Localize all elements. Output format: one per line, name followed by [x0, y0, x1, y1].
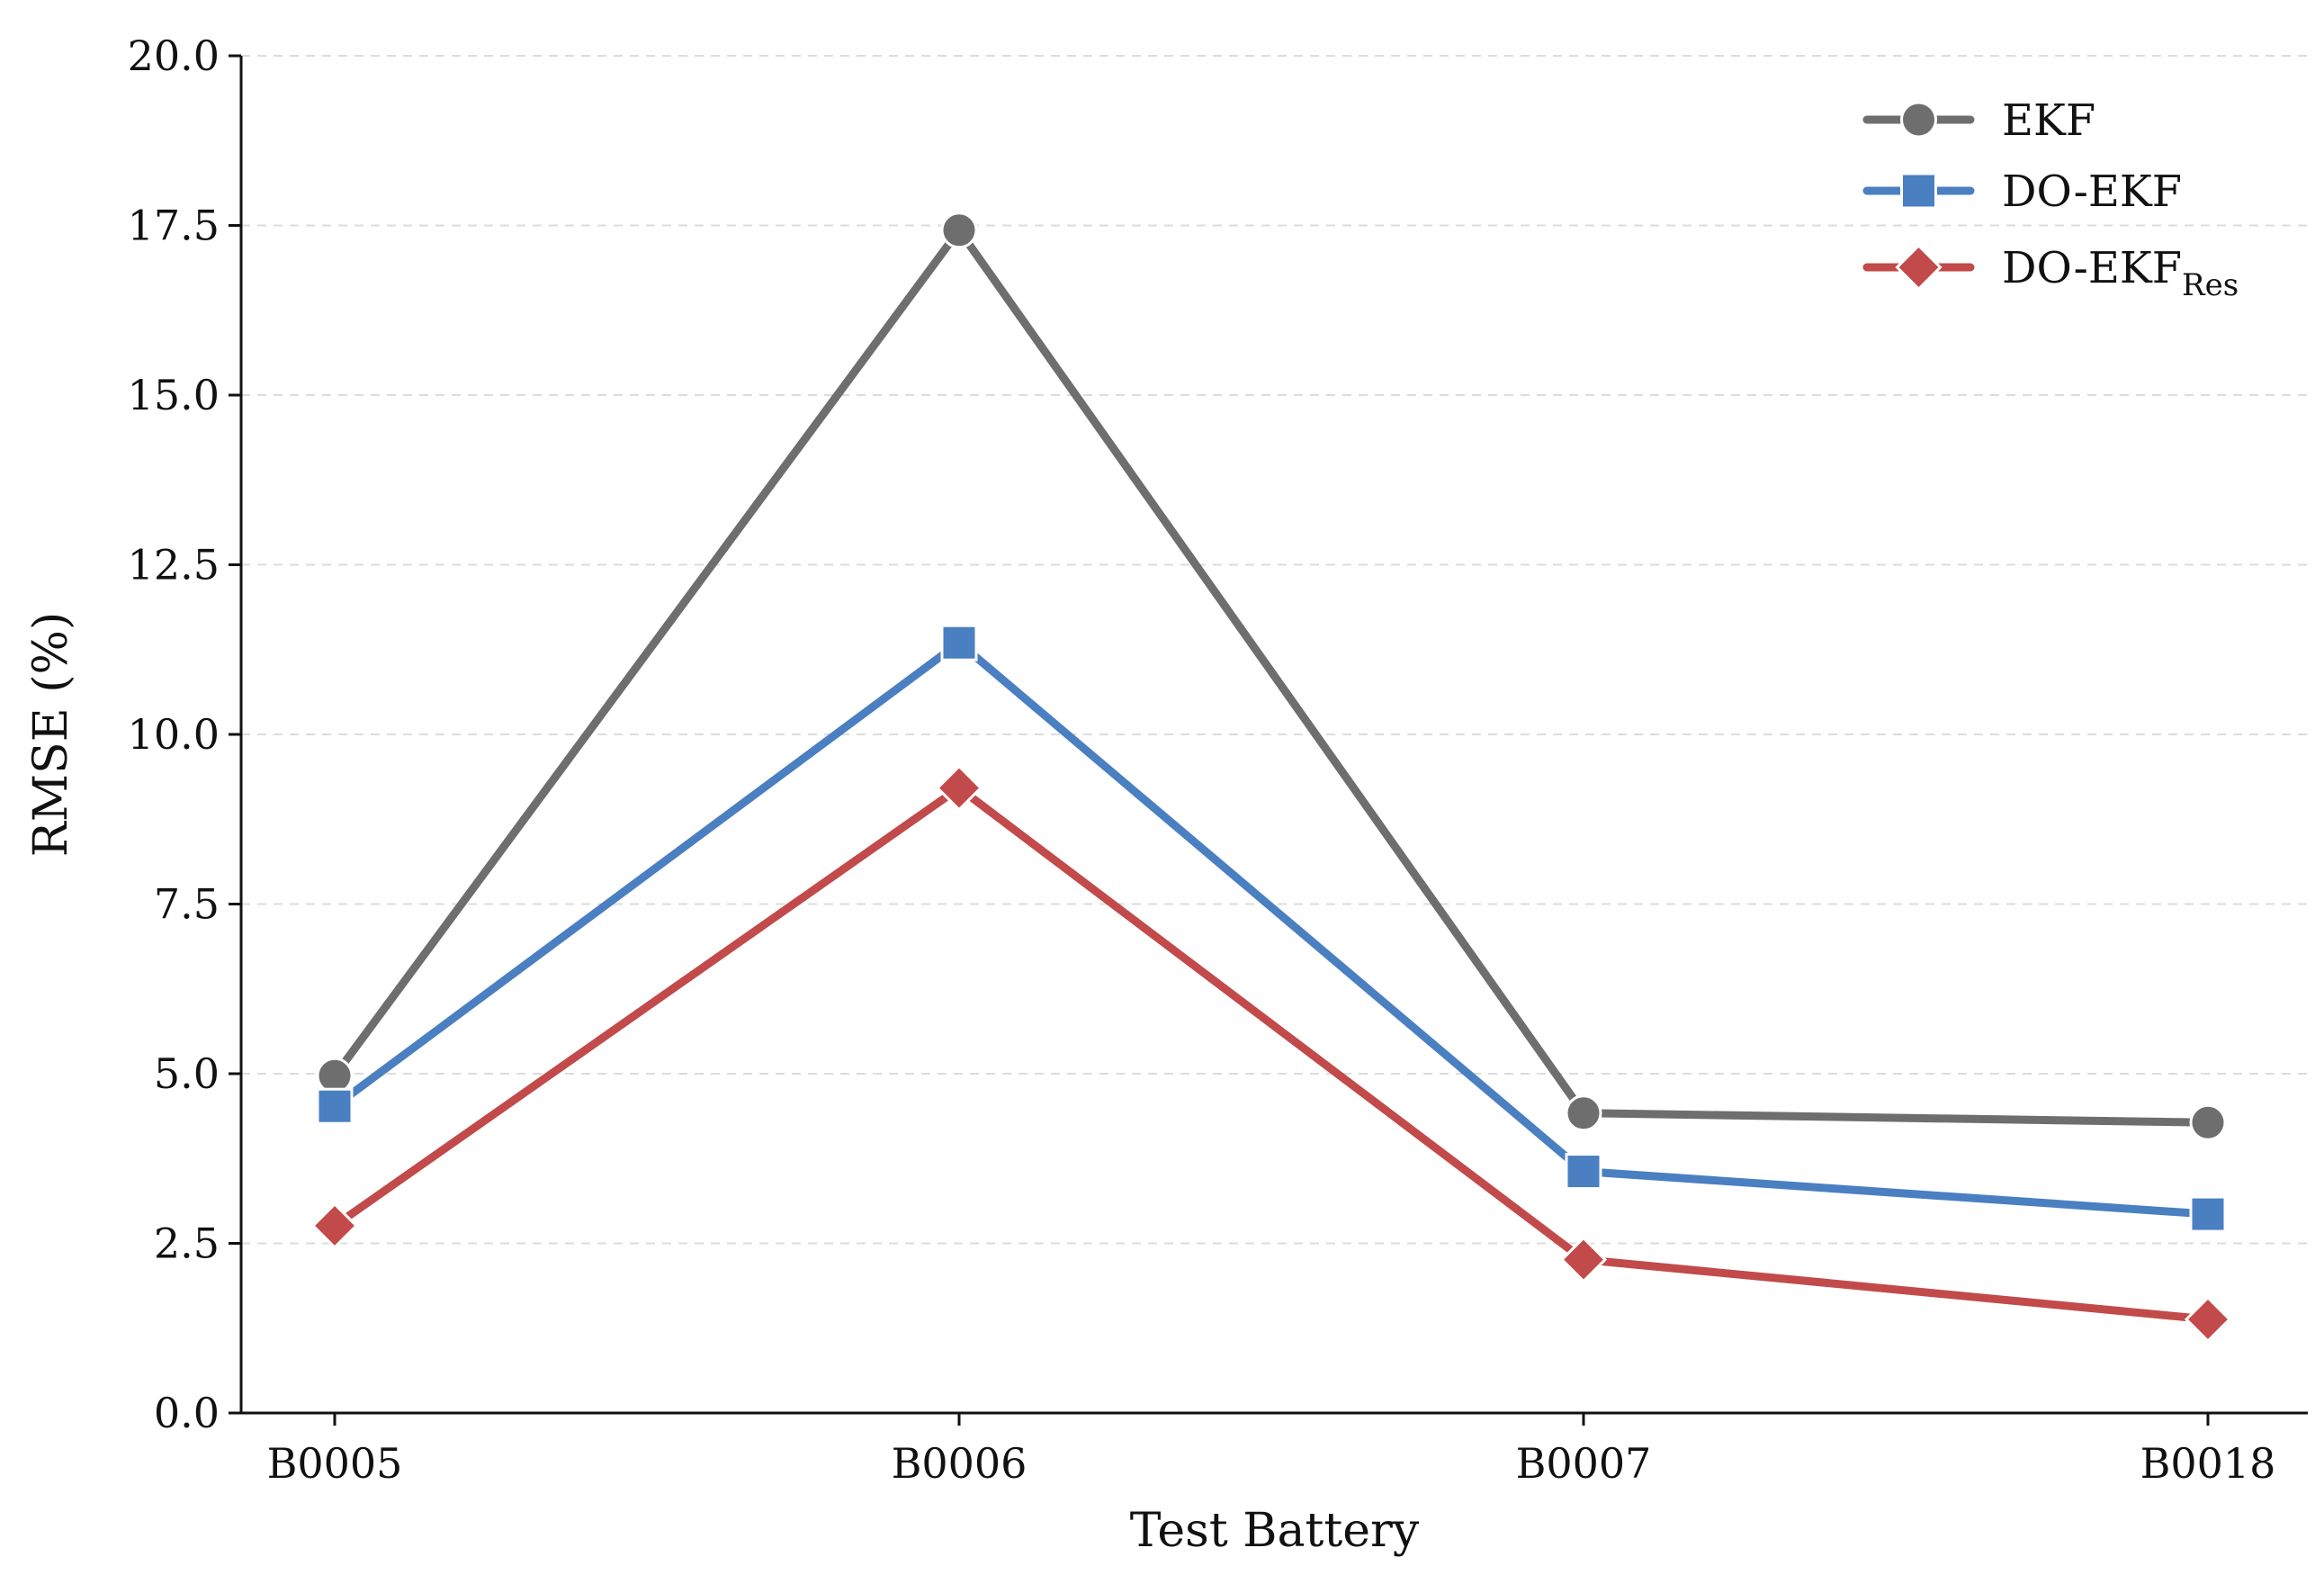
y-tick-label: 15.0 [128, 371, 220, 419]
x-tick-label: B0006 [892, 1439, 1027, 1488]
data-point [2184, 1295, 2232, 1344]
series-line [330, 784, 2212, 1324]
y-ticks: 0.0 2.5 5.0 7.5 10.0 12.5 15.0 17.5 20.0 [128, 32, 241, 1437]
data-point [1559, 1236, 1608, 1283]
data-point [1900, 101, 1937, 139]
legend-label: EKF [2002, 95, 2095, 146]
legend-label-text: DO-EKF [2002, 166, 2182, 217]
series-2 [310, 764, 2232, 1344]
data-point [2189, 1195, 2227, 1233]
gridlines [241, 55, 2308, 1245]
legend-label-subscript: Res [2182, 267, 2239, 303]
legend-entry-0: EKF [1862, 95, 2095, 146]
data-point [1565, 1153, 1602, 1191]
data-point [316, 1057, 354, 1094]
data-point [310, 1202, 359, 1250]
series-line [330, 638, 2212, 1219]
series-line [330, 226, 2212, 1127]
y-axis-label: RMSE (%) [24, 612, 78, 858]
series-group [310, 212, 2232, 1344]
data-point [1895, 243, 1943, 292]
legend-entry-2: DO-EKFRes [1862, 243, 2239, 303]
y-tick-label: 7.5 [154, 880, 220, 929]
legend-entry-1: DO-EKF [1862, 166, 2182, 217]
data-point [316, 1087, 354, 1125]
y-tick-label: 0.0 [154, 1389, 220, 1437]
legend-label: DO-EKFRes [2002, 243, 2239, 303]
x-tick-label: B0005 [267, 1439, 403, 1488]
y-tick-label: 20.0 [128, 32, 220, 80]
legend-label-text: EKF [2002, 95, 2095, 146]
y-tick-label: 12.5 [128, 541, 220, 590]
y-tick-label: 5.0 [154, 1049, 220, 1098]
data-point [940, 212, 978, 249]
series-0 [316, 212, 2227, 1141]
y-tick-label: 2.5 [154, 1220, 220, 1268]
data-point [935, 764, 983, 812]
y-tick-label: 10.0 [128, 710, 220, 759]
legend-label-text: DO-EKF [2002, 243, 2182, 293]
legend-label: DO-EKF [2002, 166, 2182, 217]
data-point [1565, 1094, 1602, 1132]
data-point [2189, 1103, 2227, 1141]
y-tick-label: 17.5 [128, 202, 220, 250]
x-ticks: B0005 B0006 B0007 B0018 [267, 1413, 2276, 1488]
data-point [1900, 172, 1937, 210]
data-point [940, 624, 978, 662]
x-axis-label: Test Battery [1130, 1504, 1420, 1558]
x-tick-label: B0007 [1516, 1439, 1652, 1488]
x-tick-label: B0018 [2140, 1439, 2276, 1488]
series-1 [316, 624, 2227, 1233]
